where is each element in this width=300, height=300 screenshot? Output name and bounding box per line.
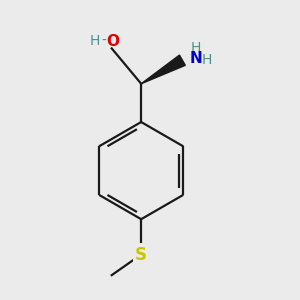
Text: S: S (135, 245, 147, 263)
Polygon shape (141, 55, 185, 84)
Text: -: - (101, 34, 106, 48)
Text: H: H (190, 40, 201, 55)
Text: N: N (189, 51, 202, 66)
Text: H: H (201, 53, 212, 67)
Text: H: H (90, 34, 100, 48)
Text: O: O (107, 34, 120, 49)
